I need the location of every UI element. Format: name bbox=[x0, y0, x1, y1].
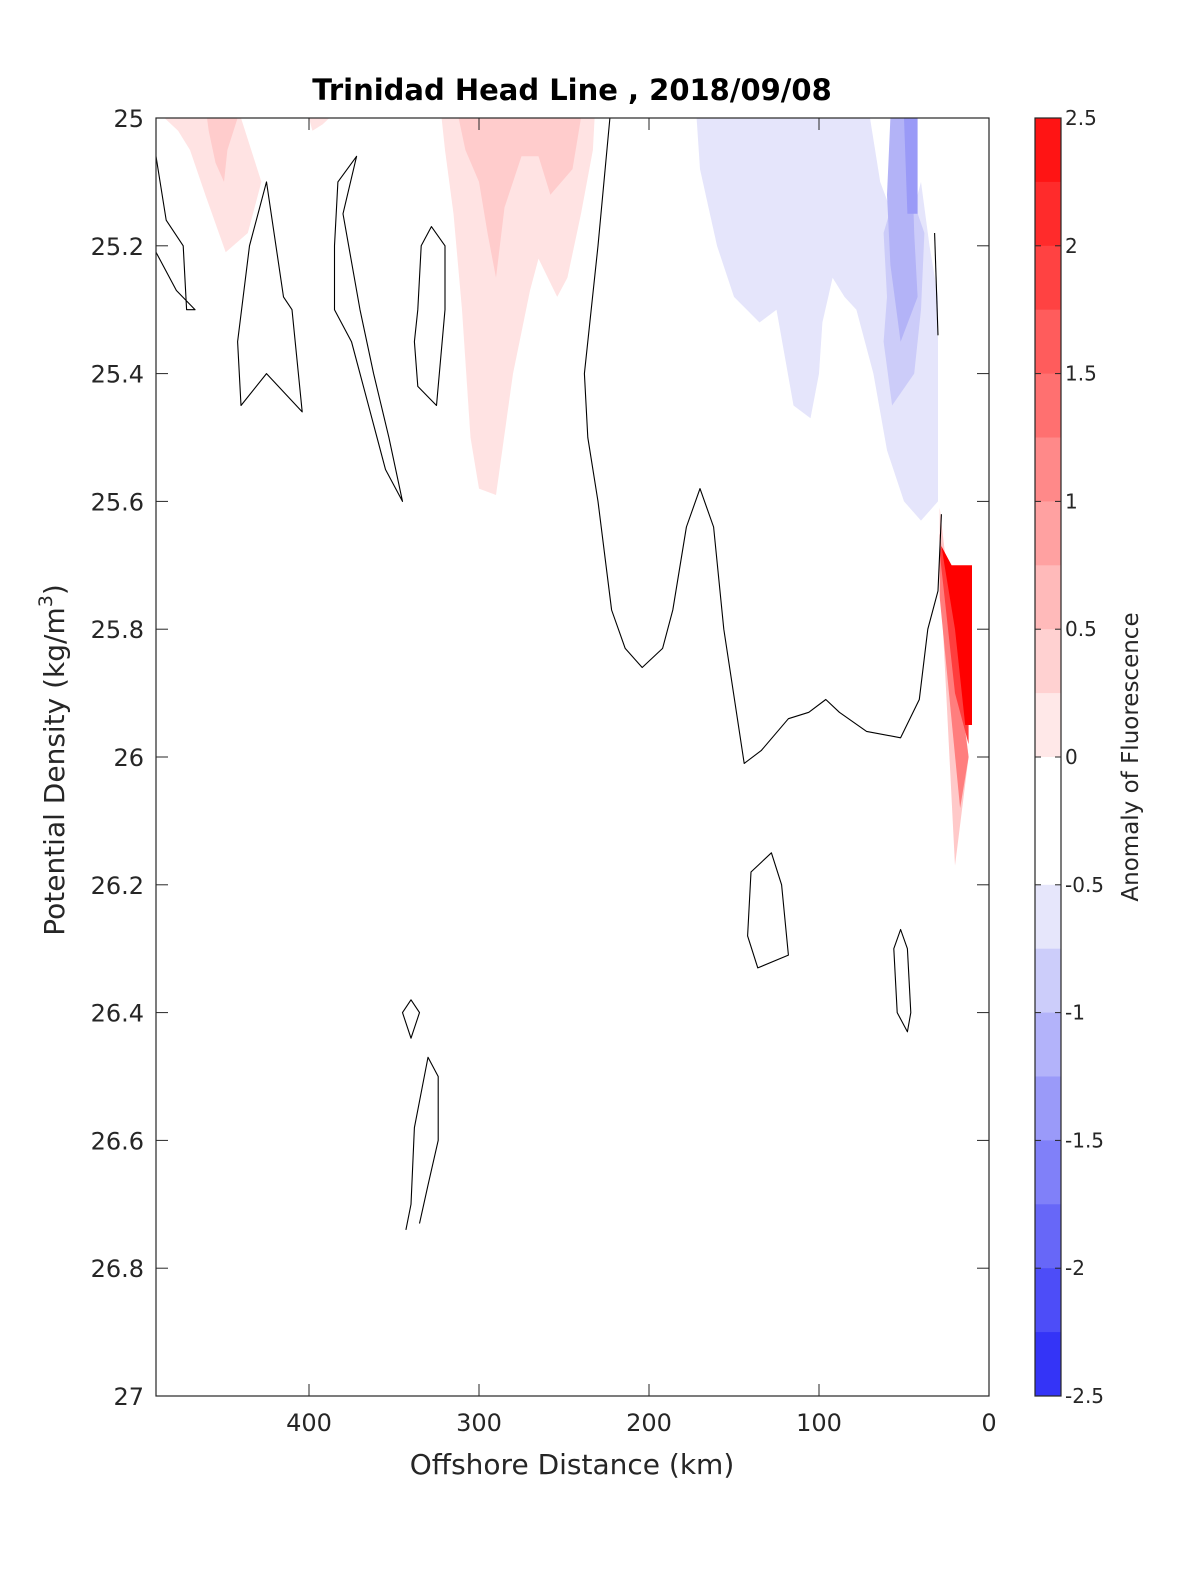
filled-region-3 bbox=[441, 118, 595, 495]
filled-region-5 bbox=[696, 118, 938, 521]
y-tick-label: 26 bbox=[113, 744, 144, 772]
colorbar-tick-label: 2.5 bbox=[1065, 106, 1097, 130]
colorbar-ticks: 2.5 2 1.5 1 0.5 0 -0.5 -1 -1.5 -2 -2.5 bbox=[1035, 106, 1104, 1408]
colorbar-band bbox=[1035, 118, 1061, 183]
x-tick-label: 200 bbox=[626, 1409, 672, 1437]
filled-region-1 bbox=[207, 118, 238, 182]
colorbar-tick-label: -2 bbox=[1065, 1256, 1085, 1280]
colorbar-band bbox=[1035, 629, 1061, 694]
colorbar-band bbox=[1035, 1012, 1061, 1077]
colorbar: 2.5 2 1.5 1 0.5 0 -0.5 -1 -1.5 -2 -2.5 Anomaly of … bbox=[1034, 106, 1144, 1408]
colorbar-tick-label: 1 bbox=[1065, 489, 1078, 513]
y-tick-label: 27 bbox=[113, 1383, 144, 1411]
y-tick-label: 26.4 bbox=[91, 1000, 144, 1028]
colorbar-band bbox=[1035, 1268, 1061, 1333]
x-tick-label: 300 bbox=[456, 1409, 502, 1437]
contour-line-2 bbox=[333, 155, 404, 502]
y-axis-ticks: 25 25.2 25.4 25.6 25.8 26 26.2 26.4 26.6 26.8 27 bbox=[91, 105, 989, 1411]
colorbar-tick-label: -2.5 bbox=[1065, 1384, 1104, 1408]
y-axis-title-close: ) bbox=[38, 584, 71, 595]
colorbar-band bbox=[1035, 1140, 1061, 1205]
colorbar-title: Anomaly of Fluorescence bbox=[1118, 612, 1144, 901]
colorbar-band bbox=[1035, 181, 1061, 247]
chart-title: Trinidad Head Line , 2018/09/08 bbox=[312, 73, 832, 107]
x-tick-label: 100 bbox=[796, 1409, 842, 1437]
zero-contour-lines bbox=[155, 117, 942, 1231]
colorbar-band bbox=[1035, 245, 1061, 311]
filled-region-8 bbox=[904, 118, 918, 214]
colorbar-tick-label: 0.5 bbox=[1065, 617, 1097, 641]
y-tick-label: 26.2 bbox=[91, 872, 144, 900]
colorbar-tick-label: -0.5 bbox=[1065, 873, 1104, 897]
colorbar-band bbox=[1035, 309, 1061, 375]
y-axis-title: Potential Density (kg/m3) bbox=[35, 584, 71, 936]
colorbar-band bbox=[1035, 757, 1061, 822]
x-axis-title: Offshore Distance (km) bbox=[410, 1448, 735, 1481]
filled-region-11 bbox=[939, 546, 969, 745]
colorbar-band bbox=[1035, 373, 1061, 438]
y-tick-label: 25.2 bbox=[91, 233, 144, 261]
y-tick-label: 25.6 bbox=[91, 488, 144, 516]
colorbar-band bbox=[1035, 437, 1061, 502]
filled-region-4 bbox=[458, 118, 581, 278]
colorbar-band bbox=[1035, 1332, 1061, 1397]
colorbar-band bbox=[1035, 1076, 1061, 1141]
colorbar-band bbox=[1035, 501, 1061, 566]
colorbar-tick-label: -1.5 bbox=[1065, 1128, 1104, 1152]
contour-line-6 bbox=[747, 852, 789, 969]
colorbar-tick-label: 1.5 bbox=[1065, 362, 1097, 386]
x-axis-ticks: 400 300 200 100 0 bbox=[286, 118, 997, 1437]
colorbar-band bbox=[1035, 820, 1061, 886]
contour-line-1 bbox=[237, 181, 303, 413]
contour-line-4 bbox=[583, 117, 942, 764]
colorbar-band bbox=[1035, 884, 1061, 950]
contour-line-5 bbox=[934, 232, 939, 336]
y-tick-label: 26.8 bbox=[91, 1255, 144, 1283]
plot-area: 400 300 200 100 0 25 25.2 25.4 25.6 25.8 26 26.2 26… bbox=[91, 105, 997, 1437]
filled-region-0 bbox=[164, 118, 262, 253]
contour-line-9 bbox=[405, 1056, 439, 1231]
contour-line-0 bbox=[155, 156, 196, 311]
colorbar-bands bbox=[1035, 118, 1061, 1397]
y-axis-title-superscript: 3 bbox=[35, 595, 57, 607]
colorbar-band bbox=[1035, 693, 1061, 758]
x-tick-label: 0 bbox=[981, 1409, 996, 1437]
colorbar-band bbox=[1035, 948, 1061, 1014]
y-tick-label: 26.6 bbox=[91, 1127, 144, 1155]
colorbar-band bbox=[1035, 565, 1061, 630]
y-axis-title-main: Potential Density (kg/m bbox=[38, 607, 71, 936]
colorbar-tick-label: 0 bbox=[1065, 745, 1078, 769]
colorbar-tick-label: -1 bbox=[1065, 1001, 1085, 1025]
y-tick-label: 25.8 bbox=[91, 616, 144, 644]
contour-line-8 bbox=[401, 999, 421, 1039]
filled-region-2 bbox=[309, 118, 330, 131]
x-tick-label: 400 bbox=[286, 1409, 332, 1437]
contour-line-7 bbox=[893, 928, 912, 1033]
colorbar-tick-label: 2 bbox=[1065, 234, 1078, 258]
contour-line-3 bbox=[413, 226, 446, 407]
y-tick-label: 25.4 bbox=[91, 361, 144, 389]
y-tick-label: 25 bbox=[113, 105, 144, 133]
filled-region-12 bbox=[941, 546, 972, 725]
axes-background bbox=[156, 118, 989, 1396]
colorbar-band bbox=[1035, 1204, 1061, 1269]
filled-contours bbox=[164, 118, 972, 866]
